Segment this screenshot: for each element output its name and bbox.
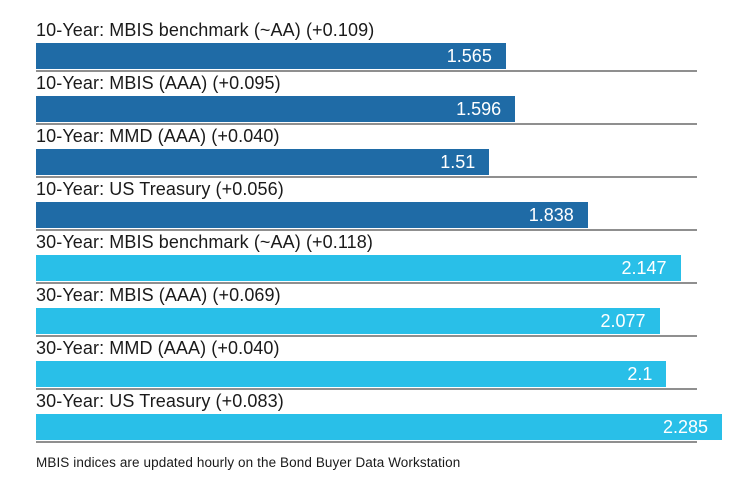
bar: 2.1 bbox=[36, 361, 667, 387]
bar-value: 2.077 bbox=[600, 310, 646, 331]
bar-row: 30-Year: MBIS benchmark (~AA) (+0.118) 2… bbox=[36, 232, 740, 284]
bar-value: 1.565 bbox=[446, 45, 492, 66]
bar-row: 30-Year: US Treasury (+0.083) 2.285 bbox=[36, 391, 740, 443]
yield-bar-chart: 10-Year: MBIS benchmark (~AA) (+0.109) 1… bbox=[36, 20, 740, 470]
row-separator bbox=[36, 335, 697, 337]
bar-value: 2.1 bbox=[627, 363, 653, 384]
chart-footnote: MBIS indices are updated hourly on the B… bbox=[36, 455, 461, 470]
bar-track: 1.565 bbox=[36, 43, 722, 69]
bar-label: 30-Year: MMD (AAA) (+0.040) bbox=[36, 338, 280, 358]
bar-value: 2.285 bbox=[662, 416, 708, 437]
bar: 1.565 bbox=[36, 43, 506, 69]
bar: 1.838 bbox=[36, 202, 588, 228]
bar: 1.596 bbox=[36, 96, 516, 122]
bar-track: 2.1 bbox=[36, 361, 722, 387]
bar-rows: 10-Year: MBIS benchmark (~AA) (+0.109) 1… bbox=[36, 20, 740, 443]
bar-row: 10-Year: MMD (AAA) (+0.040) 1.51 bbox=[36, 126, 740, 178]
bar-label: 30-Year: US Treasury (+0.083) bbox=[36, 391, 284, 411]
row-separator bbox=[36, 388, 697, 390]
bar-row: 10-Year: US Treasury (+0.056) 1.838 bbox=[36, 179, 740, 231]
row-separator bbox=[36, 70, 697, 72]
bar-label: 30-Year: MBIS benchmark (~AA) (+0.118) bbox=[36, 232, 373, 252]
bar-value: 2.147 bbox=[621, 257, 667, 278]
row-separator bbox=[36, 176, 697, 178]
bar: 2.147 bbox=[36, 255, 681, 281]
bar-row: 30-Year: MBIS (AAA) (+0.069) 2.077 bbox=[36, 285, 740, 337]
bar-value: 1.51 bbox=[440, 151, 476, 172]
bar-track: 2.147 bbox=[36, 255, 722, 281]
bar-row: 30-Year: MMD (AAA) (+0.040) 2.1 bbox=[36, 338, 740, 390]
bar-value: 1.596 bbox=[456, 98, 502, 119]
bar-track: 1.838 bbox=[36, 202, 722, 228]
bar-track: 2.077 bbox=[36, 308, 722, 334]
bar-label: 10-Year: MBIS (AAA) (+0.095) bbox=[36, 73, 281, 93]
bar-row: 10-Year: MBIS (AAA) (+0.095) 1.596 bbox=[36, 73, 740, 125]
bar: 1.51 bbox=[36, 149, 490, 175]
row-separator bbox=[36, 229, 697, 231]
row-separator bbox=[36, 282, 697, 284]
bar-label: 30-Year: MBIS (AAA) (+0.069) bbox=[36, 285, 281, 305]
bar-label: 10-Year: MMD (AAA) (+0.040) bbox=[36, 126, 280, 146]
bar-value: 1.838 bbox=[528, 204, 574, 225]
row-separator bbox=[36, 123, 697, 125]
bar-track: 1.596 bbox=[36, 96, 722, 122]
bar-label: 10-Year: MBIS benchmark (~AA) (+0.109) bbox=[36, 20, 375, 40]
bar-track: 1.51 bbox=[36, 149, 722, 175]
bar-row: 10-Year: MBIS benchmark (~AA) (+0.109) 1… bbox=[36, 20, 740, 72]
bar-track: 2.285 bbox=[36, 414, 722, 440]
bar-label: 10-Year: US Treasury (+0.056) bbox=[36, 179, 284, 199]
bar: 2.285 bbox=[36, 414, 722, 440]
row-separator bbox=[36, 441, 697, 443]
bar: 2.077 bbox=[36, 308, 660, 334]
